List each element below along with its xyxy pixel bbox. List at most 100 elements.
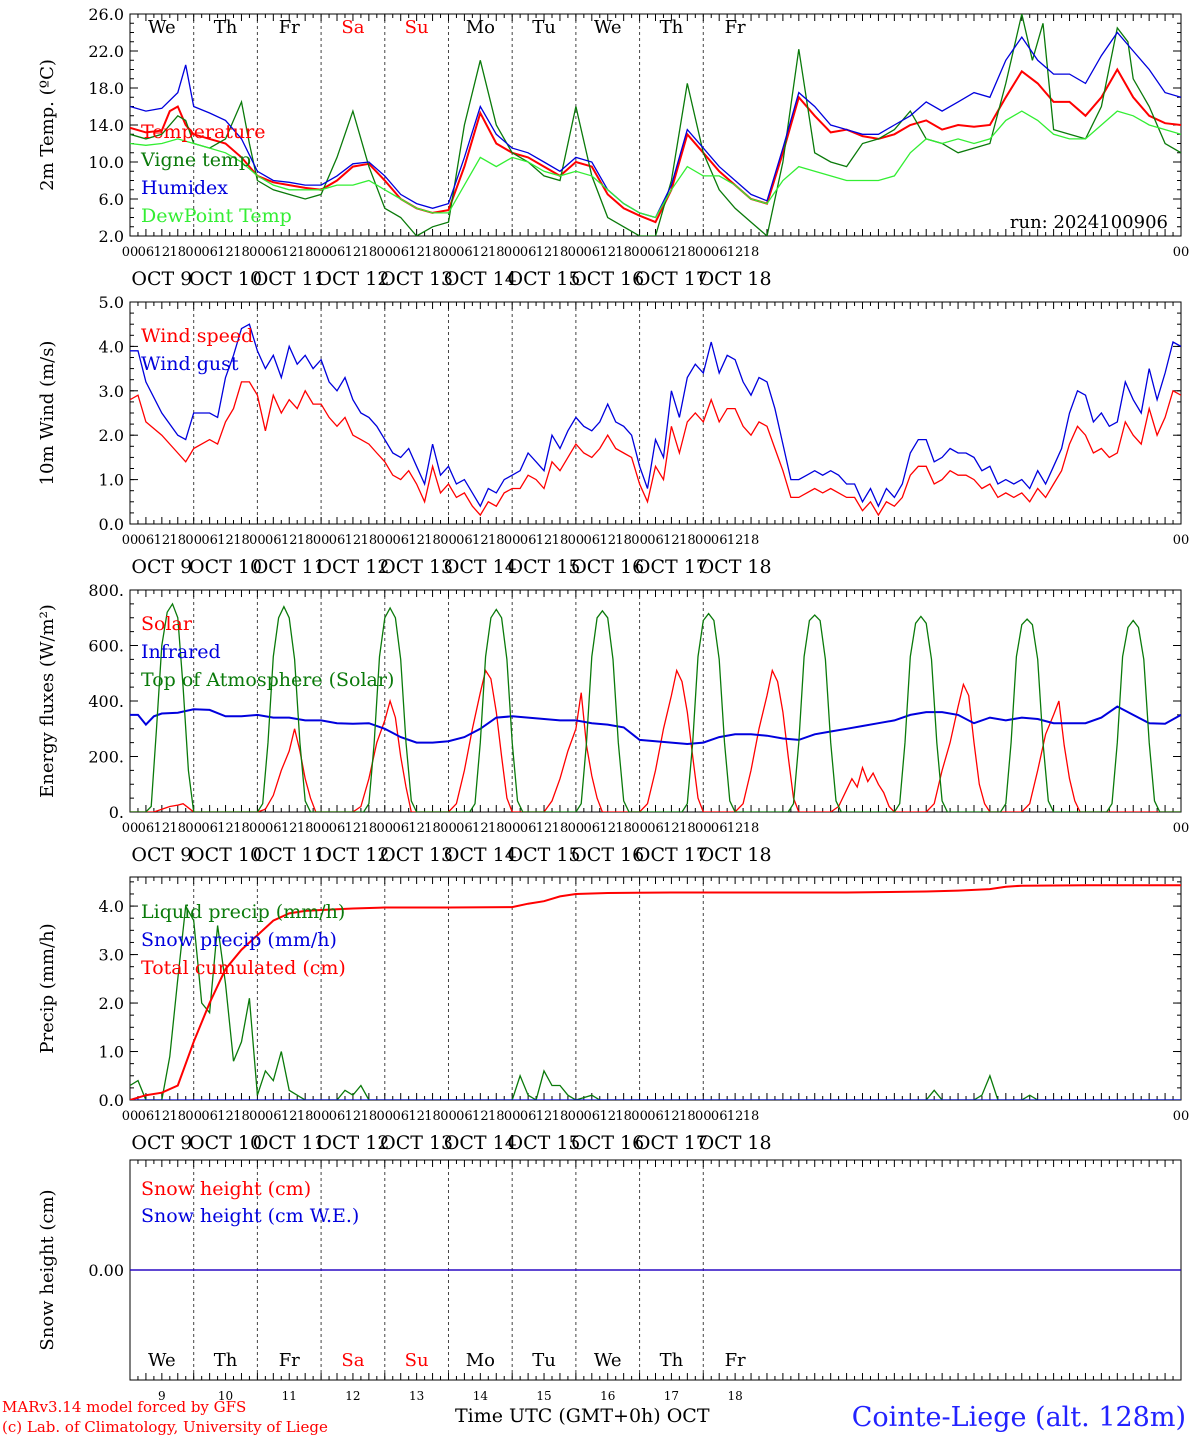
hour-tick-label: 12 <box>727 533 744 548</box>
hour-tick-label: 00 <box>568 533 585 548</box>
date-label: OCT 17 <box>635 556 708 578</box>
panel-5: 0.00 Snow height (cm) Snow height (cm) Snow… <box>37 1159 1182 1403</box>
day-number-label: 17 <box>664 1389 679 1403</box>
hour-tick-label: 18 <box>488 533 505 548</box>
y-tick-label: 6.0 <box>99 190 124 209</box>
y-tick-label: 3.0 <box>99 382 124 401</box>
hour-tick-label: 06 <box>392 1109 409 1124</box>
hour-tick-label: 12 <box>217 245 234 260</box>
hour-tick-label: 06 <box>201 533 218 548</box>
weekday-label: Tu <box>532 1350 556 1371</box>
hour-tick-label: 06 <box>456 245 473 260</box>
lab-credit: (c) Lab. of Climatology, University of L… <box>2 1418 328 1436</box>
series-top-of-atmosphere-solar <box>130 602 1181 812</box>
y-tick-label: 0. <box>109 803 124 822</box>
hour-tick-label: 12 <box>217 821 234 836</box>
y-tick-label: 5.0 <box>99 293 124 312</box>
y-tick-label: 18.0 <box>88 79 124 98</box>
hour-tick-label: 06 <box>138 245 155 260</box>
hour-tick-label: 18 <box>615 245 632 260</box>
hour-tick-label: 12 <box>727 1109 744 1124</box>
hour-tick-label: 00 <box>568 245 585 260</box>
hour-tick-label: 12 <box>663 821 680 836</box>
legend-entry: Snow height (cm W.E.) <box>141 1205 359 1227</box>
weekday-label: Th <box>660 17 684 38</box>
weekday-label: We <box>148 1350 176 1371</box>
weekday-label: We <box>148 17 176 38</box>
series-wind-gust <box>130 323 1181 508</box>
series-vigne-temp <box>130 14 1181 236</box>
y-tick-label: 2.0 <box>99 426 124 445</box>
hour-tick-label: 06 <box>456 533 473 548</box>
date-label: OCT 18 <box>699 844 772 866</box>
hour-tick-label: 06 <box>201 1109 218 1124</box>
hour-tick-label: 06 <box>265 821 282 836</box>
day-number-label: 10 <box>218 1389 233 1403</box>
hour-tick-label: 00 <box>313 245 330 260</box>
hour-tick-label: 12 <box>408 533 425 548</box>
hour-tick-label: 12 <box>536 1109 553 1124</box>
hour-tick-label: 06 <box>265 533 282 548</box>
hour-tick-label: 06 <box>584 821 601 836</box>
hour-tick-label: 00 <box>377 533 394 548</box>
hour-tick-label: 18 <box>169 533 186 548</box>
weekday-label: Fr <box>725 17 746 38</box>
weekday-label: Su <box>405 1350 429 1371</box>
hour-tick-label: 06 <box>392 821 409 836</box>
hour-tick-label: 06 <box>520 533 537 548</box>
hour-tick-label: 06 <box>456 821 473 836</box>
hour-tick-label: 12 <box>281 533 298 548</box>
run-annotation: run: 2024100906 <box>1010 212 1168 233</box>
hour-tick-label: 12 <box>217 1109 234 1124</box>
legend-entry: Temperature <box>141 121 265 143</box>
legend-entry: DewPoint Temp <box>141 205 292 227</box>
hour-tick-label: 12 <box>408 821 425 836</box>
legend-entry: Solar <box>141 613 193 635</box>
date-label: OCT 12 <box>316 844 389 866</box>
hour-tick-label: 12 <box>727 821 744 836</box>
hour-tick-label: 18 <box>743 1109 760 1124</box>
hour-tick-label: 00 <box>185 533 202 548</box>
hour-tick-label: 18 <box>679 245 696 260</box>
date-label: OCT 17 <box>635 1132 708 1154</box>
hour-tick-label: 12 <box>154 533 171 548</box>
day-number-label: 11 <box>282 1389 297 1403</box>
hour-tick-label: 00 <box>377 1109 394 1124</box>
hour-tick-label: 12 <box>599 245 616 260</box>
hour-tick-label: 18 <box>615 533 632 548</box>
hour-tick-label: 12 <box>154 245 171 260</box>
y-tick-label: 4.0 <box>99 337 124 356</box>
date-label: OCT 11 <box>253 556 326 578</box>
weekday-label: Mo <box>466 17 495 38</box>
hour-tick-label: 00 <box>695 245 712 260</box>
y-tick-label: 2.0 <box>99 227 124 246</box>
date-label: OCT 18 <box>699 556 772 578</box>
hour-tick-label: 06 <box>711 245 728 260</box>
hour-tick-label: 06 <box>520 1109 537 1124</box>
hour-tick-label: 00 <box>631 821 648 836</box>
y-tick-label: 22.0 <box>88 42 124 61</box>
hour-tick-label: 00 <box>185 245 202 260</box>
hour-tick-label: 06 <box>329 821 346 836</box>
y-tick-label: 14.0 <box>88 116 124 135</box>
model-credit: MARv3.14 model forced by GFS <box>2 1398 247 1416</box>
y-tick-label: 200. <box>88 748 124 767</box>
hour-tick-label: 18 <box>679 1109 696 1124</box>
weekday-label: Sa <box>341 17 364 38</box>
hour-tick-label: 18 <box>488 245 505 260</box>
hour-tick-label: 06 <box>711 821 728 836</box>
legend-entry: Snow height (cm) <box>141 1178 311 1200</box>
hour-tick-label: 18 <box>552 1109 569 1124</box>
date-label: OCT 15 <box>508 1132 581 1154</box>
hour-tick-label: 00 <box>122 533 139 548</box>
hour-tick-label: 12 <box>727 245 744 260</box>
hour-tick-label: 00 <box>1173 245 1190 260</box>
date-label: OCT 15 <box>508 556 581 578</box>
date-label: OCT 12 <box>316 556 389 578</box>
y-tick-label: 600. <box>88 637 124 656</box>
y-tick-label: 26.0 <box>88 5 124 24</box>
hour-tick-label: 06 <box>329 533 346 548</box>
y-tick-label: 400. <box>88 692 124 711</box>
hour-tick-label: 18 <box>424 533 441 548</box>
day-number-label: 18 <box>727 1389 742 1403</box>
